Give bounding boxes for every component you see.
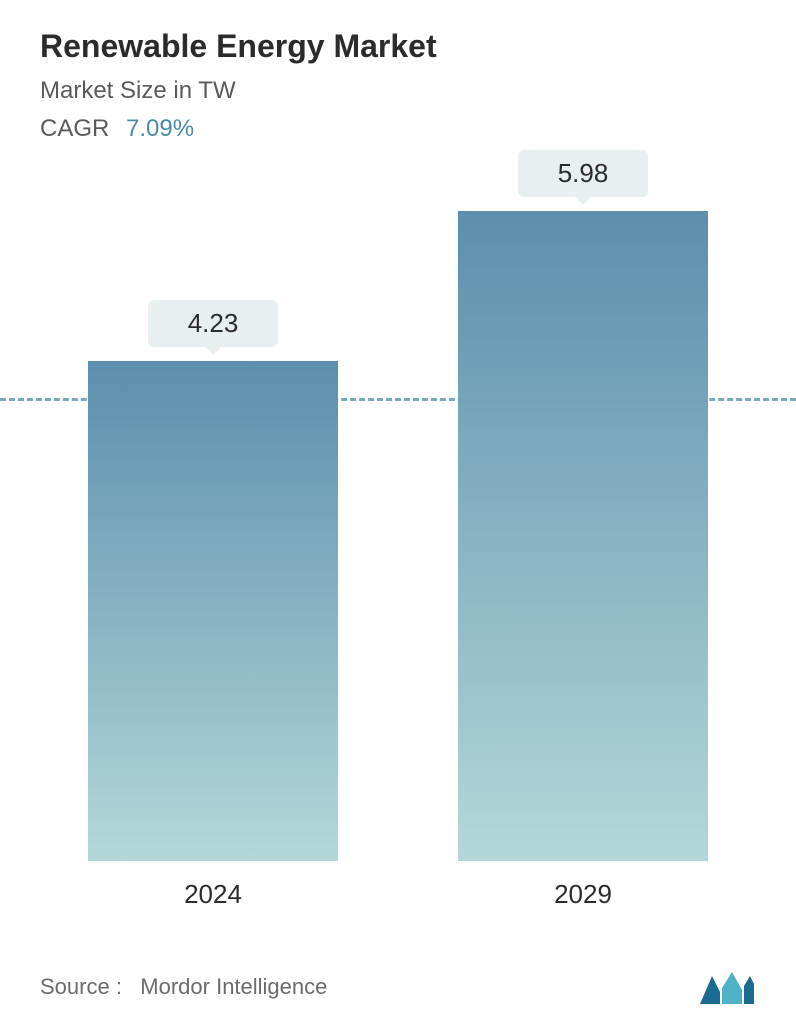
chart-subtitle: Market Size in TW (40, 77, 756, 105)
x-axis-label: 2029 (554, 879, 612, 910)
x-axis-label: 2024 (184, 879, 242, 910)
bar-2029 (458, 211, 708, 861)
source-text: Source : Mordor Intelligence (40, 974, 327, 1000)
source-name: Mordor Intelligence (140, 974, 327, 999)
cagr-value: 7.09% (126, 115, 194, 142)
value-badge: 5.98 (518, 150, 649, 197)
bar-group-2029: 5.98 2029 (458, 150, 708, 910)
bar-2024 (88, 361, 338, 861)
cagr-label: CAGR (40, 115, 109, 142)
chart-footer: Source : Mordor Intelligence (40, 968, 756, 1006)
chart-area: 4.23 2024 5.98 2029 (0, 190, 796, 910)
chart-container: Renewable Energy Market Market Size in T… (0, 0, 796, 1034)
value-badge: 4.23 (148, 300, 279, 347)
cagr-row: CAGR 7.09% (40, 115, 756, 143)
bars-wrapper: 4.23 2024 5.98 2029 (0, 190, 796, 910)
bar-group-2024: 4.23 2024 (88, 300, 338, 910)
mordor-logo-icon (698, 968, 756, 1006)
chart-title: Renewable Energy Market (40, 28, 756, 65)
source-label: Source : (40, 974, 122, 999)
